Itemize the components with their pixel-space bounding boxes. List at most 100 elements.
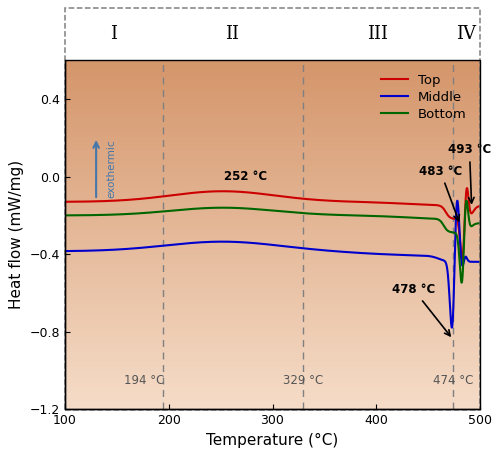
Bar: [65, 149, 480, 150]
Bar: [65, 79, 480, 80]
Bar: [65, 100, 480, 101]
Bar: [65, 267, 480, 269]
Bar: [65, 235, 480, 236]
Bar: [65, 263, 480, 264]
Bar: [65, 159, 480, 160]
Top: [392, 200, 398, 206]
Text: 493 °C: 493 °C: [448, 143, 491, 203]
Top: [212, 188, 218, 194]
Middle: [477, 259, 483, 265]
Bar: [65, 98, 480, 99]
Bar: [65, 207, 480, 208]
Bar: [65, 366, 480, 367]
Bar: [65, 378, 480, 379]
Bar: [65, 405, 480, 407]
Bar: [65, 398, 480, 399]
Bar: [65, 119, 480, 120]
Bar: [65, 63, 480, 64]
Bar: [65, 222, 480, 223]
Bar: [65, 325, 480, 326]
Bar: [65, 77, 480, 78]
Bar: [65, 60, 480, 409]
Bar: [65, 250, 480, 251]
Bar: [65, 158, 480, 159]
Bar: [65, 252, 480, 253]
Bar: [65, 237, 480, 239]
Bar: [65, 229, 480, 230]
Bar: [65, 346, 480, 348]
Bar: [65, 192, 480, 193]
Bar: [65, 385, 480, 386]
Bar: [65, 144, 480, 146]
Bar: [65, 364, 480, 365]
Bar: [65, 373, 480, 374]
Bar: [65, 116, 480, 118]
Bar: [65, 95, 480, 97]
Legend: Top, Middle, Bottom: Top, Middle, Bottom: [374, 67, 474, 127]
Bar: [65, 279, 480, 280]
Bar: [65, 122, 480, 123]
Bar: [65, 74, 480, 76]
Bar: [65, 300, 480, 301]
Bar: [65, 185, 480, 186]
Bar: [65, 81, 480, 83]
Bar: [65, 92, 480, 93]
Bar: [65, 246, 480, 248]
Bar: [65, 137, 480, 139]
Bar: [65, 146, 480, 148]
Bar: [65, 236, 480, 237]
Bar: [65, 400, 480, 401]
Bar: [65, 234, 480, 235]
Text: 474 °C: 474 °C: [434, 374, 474, 387]
Bar: [65, 396, 480, 398]
Bar: [65, 156, 480, 157]
Bar: [65, 157, 480, 158]
Middle: [449, 325, 455, 331]
Bar: [65, 67, 480, 69]
Bar: [65, 232, 480, 234]
Bar: [65, 251, 480, 252]
Bar: [65, 292, 480, 293]
Bar: [65, 155, 480, 156]
Bar: [65, 343, 480, 344]
Bar: [65, 290, 480, 291]
Bar: [65, 212, 480, 213]
Bar: [65, 190, 480, 191]
Text: I: I: [110, 25, 117, 43]
Bar: [65, 142, 480, 143]
Bar: [65, 72, 480, 73]
Bar: [65, 335, 480, 336]
Bar: [65, 219, 480, 220]
Bar: [65, 386, 480, 387]
Bar: [65, 365, 480, 366]
Bar: [65, 363, 480, 364]
Bar: [64, 8, 480, 410]
X-axis label: Temperature (°C): Temperature (°C): [206, 432, 338, 448]
Bar: [65, 187, 480, 188]
Bar: [65, 321, 480, 322]
Bar: [65, 315, 480, 316]
Bar: [65, 167, 480, 169]
Bar: [65, 133, 480, 134]
Bar: [65, 118, 480, 119]
Bar: [65, 101, 480, 102]
Bar: [65, 339, 480, 341]
Bar: [65, 318, 480, 319]
Bar: [65, 280, 480, 281]
Top: [326, 198, 332, 204]
Bar: [65, 134, 480, 135]
Bar: [65, 76, 480, 77]
Line: Top: Top: [65, 188, 480, 259]
Line: Middle: Middle: [65, 201, 480, 328]
Bar: [65, 342, 480, 343]
Bar: [65, 276, 480, 277]
Bar: [65, 369, 480, 370]
Bar: [65, 388, 480, 390]
Bar: [65, 390, 480, 391]
Bar: [65, 260, 480, 262]
Bar: [65, 341, 480, 342]
Bar: [65, 120, 480, 121]
Bar: [65, 91, 480, 92]
Bottom: [477, 220, 483, 226]
Bar: [65, 193, 480, 194]
